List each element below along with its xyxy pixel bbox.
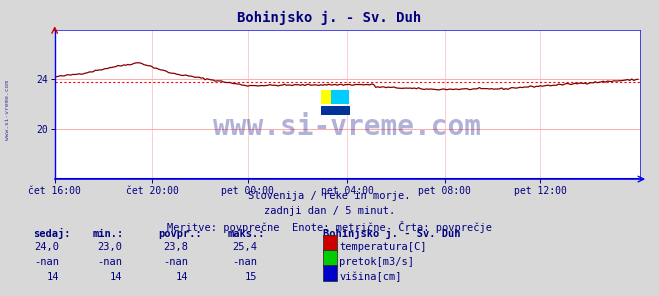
Text: -nan: -nan (163, 257, 188, 267)
Text: -nan: -nan (34, 257, 59, 267)
Text: Slovenija / reke in morje.: Slovenija / reke in morje. (248, 191, 411, 201)
Text: 23,0: 23,0 (97, 242, 122, 252)
Text: -nan: -nan (232, 257, 257, 267)
Text: Bohinjsko j. - Sv. Duh: Bohinjsko j. - Sv. Duh (237, 10, 422, 25)
Text: min.:: min.: (92, 229, 123, 239)
Text: 14: 14 (47, 272, 59, 282)
Text: Meritve: povprečne  Enote: metrične  Črta: povprečje: Meritve: povprečne Enote: metrične Črta:… (167, 221, 492, 233)
Text: 24,0: 24,0 (34, 242, 59, 252)
Text: pretok[m3/s]: pretok[m3/s] (339, 257, 415, 267)
Text: 14: 14 (109, 272, 122, 282)
Text: zadnji dan / 5 minut.: zadnji dan / 5 minut. (264, 206, 395, 216)
Text: 14: 14 (175, 272, 188, 282)
Text: -nan: -nan (97, 257, 122, 267)
Text: sedaj:: sedaj: (33, 228, 71, 239)
Text: 15: 15 (244, 272, 257, 282)
Text: www.si-vreme.com: www.si-vreme.com (5, 80, 11, 139)
Text: temperatura[C]: temperatura[C] (339, 242, 427, 252)
Text: 23,8: 23,8 (163, 242, 188, 252)
Text: Bohinjsko j. - Sv. Duh: Bohinjsko j. - Sv. Duh (323, 228, 461, 239)
Text: 25,4: 25,4 (232, 242, 257, 252)
Text: www.si-vreme.com: www.si-vreme.com (214, 113, 481, 141)
Text: povpr.:: povpr.: (158, 229, 202, 239)
Text: višina[cm]: višina[cm] (339, 271, 402, 282)
Text: maks.:: maks.: (227, 229, 265, 239)
